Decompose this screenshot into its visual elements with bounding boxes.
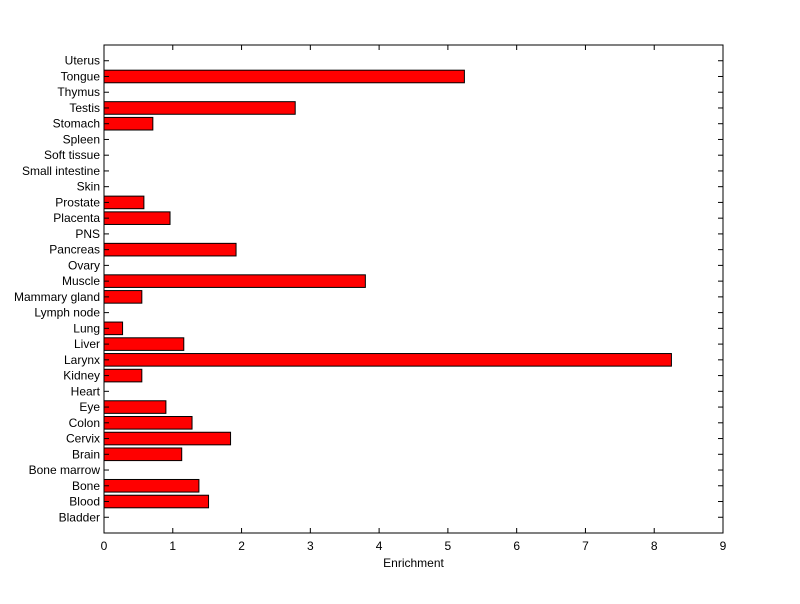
bar-bone xyxy=(103,478,200,493)
x-tick-label: 3 xyxy=(307,539,314,553)
bar-pancreas xyxy=(103,242,237,257)
bar-colon xyxy=(103,416,193,430)
bar-muscle xyxy=(103,274,366,288)
y-tick-label: Thymus xyxy=(57,85,100,99)
y-tick-label: Brain xyxy=(72,447,100,461)
plot-background xyxy=(104,45,723,533)
y-tick-label: Bone xyxy=(72,479,100,493)
y-tick-label: Testis xyxy=(69,101,100,115)
bar-liver xyxy=(103,337,185,351)
y-tick-label: Tongue xyxy=(61,69,101,83)
bar-cervix xyxy=(103,431,232,446)
bar-prostate xyxy=(103,195,145,210)
x-tick-label: 0 xyxy=(101,539,108,553)
y-tick-label: Heart xyxy=(71,384,101,398)
bar-brain xyxy=(103,447,183,462)
y-tick-label: PNS xyxy=(75,227,100,241)
y-tick-label: Muscle xyxy=(62,274,100,288)
bar-stomach xyxy=(103,116,154,131)
y-tick-label: Bladder xyxy=(59,510,100,524)
y-tick-label: Mammary gland xyxy=(14,290,100,304)
y-tick-label: Prostate xyxy=(55,195,100,209)
plot-frame xyxy=(103,44,724,534)
x-tick-label: 8 xyxy=(651,539,658,553)
bar-kidney xyxy=(103,368,143,383)
bar-eye xyxy=(103,400,167,414)
y-tick-label: Ovary xyxy=(68,258,100,272)
bar-mammary-gland xyxy=(103,290,143,304)
bar-tongue xyxy=(103,69,465,84)
y-tick-label: Eye xyxy=(79,400,100,414)
y-tick-label: Spleen xyxy=(63,132,100,146)
bar-blood xyxy=(103,494,210,509)
y-tick-label: Colon xyxy=(69,416,100,430)
x-tick-label: 2 xyxy=(238,539,245,553)
y-tick-label: Blood xyxy=(69,495,100,509)
y-tick-label: Soft tissue xyxy=(44,148,100,162)
x-tick-label: 7 xyxy=(582,539,589,553)
y-tick-label: Lung xyxy=(73,321,100,335)
y-tick-label: Stomach xyxy=(53,117,100,131)
y-tick-label: Uterus xyxy=(65,54,100,68)
y-tick-label: Lymph node xyxy=(34,306,100,320)
y-tick-label: Kidney xyxy=(63,369,100,383)
bar-larynx xyxy=(103,353,672,367)
x-tick-label: 9 xyxy=(720,539,727,553)
y-tick-label: Skin xyxy=(77,180,100,194)
y-tick-label: Bone marrow xyxy=(29,463,101,477)
y-tick-label: Larynx xyxy=(64,353,100,367)
x-tick-label: 1 xyxy=(169,539,176,553)
bar-testis xyxy=(103,101,296,115)
x-axis-label: Enrichment xyxy=(383,556,444,570)
y-tick-label: Liver xyxy=(74,337,100,351)
x-tick-label: 6 xyxy=(513,539,520,553)
y-tick-label: Small intestine xyxy=(22,164,100,178)
bar-placenta xyxy=(103,211,171,225)
x-tick-label: 4 xyxy=(376,539,383,553)
y-tick-label: Pancreas xyxy=(49,243,100,257)
x-tick-label: 5 xyxy=(445,539,452,553)
y-tick-label: Placenta xyxy=(53,211,100,225)
y-tick-label: Cervix xyxy=(66,432,100,446)
